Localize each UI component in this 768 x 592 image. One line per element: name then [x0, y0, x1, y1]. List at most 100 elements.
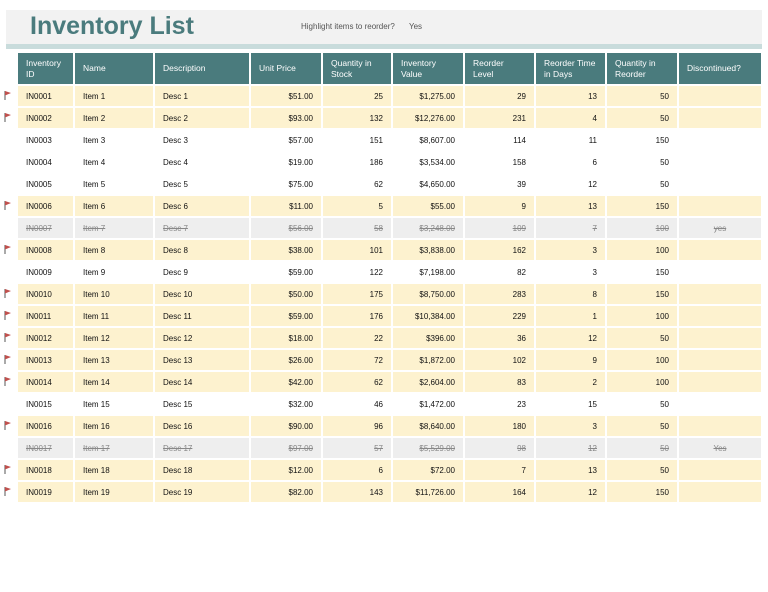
table-cell: Desc 5	[155, 174, 249, 196]
table-cell: 13	[536, 196, 605, 218]
flag-cell	[2, 438, 16, 460]
table-cell: 150	[607, 196, 677, 218]
table-cell: 50	[607, 152, 677, 174]
table-cell: IN0006	[18, 196, 73, 218]
table-row: IN0006 Item 6 Desc 6 $11.00 5 $55.00 9 13 150	[2, 196, 761, 218]
column-header[interactable]: Description	[155, 53, 249, 86]
table-cell: 15	[536, 394, 605, 416]
table-cell: Desc 13	[155, 350, 249, 372]
table-cell: Item 14	[75, 372, 153, 394]
table-cell: Item 4	[75, 152, 153, 174]
table-cell	[679, 86, 761, 108]
table-cell: Yes	[679, 438, 761, 460]
table-cell: 132	[323, 108, 391, 130]
table-cell: Desc 9	[155, 262, 249, 284]
flag-header	[2, 53, 16, 86]
table-cell: Item 2	[75, 108, 153, 130]
table-cell: Item 5	[75, 174, 153, 196]
column-header[interactable]: Reorder Time in Days	[536, 53, 605, 86]
table-cell	[679, 482, 761, 504]
table-cell: 100	[607, 240, 677, 262]
column-header[interactable]: Name	[75, 53, 153, 86]
table-cell: 12	[536, 438, 605, 460]
table-cell: Item 9	[75, 262, 153, 284]
flag-cell	[2, 284, 16, 306]
table-cell: $1,275.00	[393, 86, 463, 108]
table-cell: Desc 2	[155, 108, 249, 130]
table-cell: 50	[607, 108, 677, 130]
table-cell: Desc 3	[155, 130, 249, 152]
table-cell: IN0003	[18, 130, 73, 152]
flag-cell	[2, 152, 16, 174]
flag-cell	[2, 218, 16, 240]
table-row: IN0008 Item 8 Desc 8 $38.00 101 $3,838.00 162 3…	[2, 240, 761, 262]
table-cell: IN0014	[18, 372, 73, 394]
table-cell	[679, 130, 761, 152]
table-cell: 36	[465, 328, 534, 350]
column-header[interactable]: Inventory ID	[18, 53, 73, 86]
table-cell	[679, 416, 761, 438]
table-cell: $72.00	[393, 460, 463, 482]
column-header[interactable]: Unit Price	[251, 53, 321, 86]
column-header[interactable]: Reorder Level	[465, 53, 534, 86]
table-cell: 101	[323, 240, 391, 262]
table-cell: IN0008	[18, 240, 73, 262]
flag-cell	[2, 372, 16, 394]
column-header[interactable]: Discontinued?	[679, 53, 761, 86]
table-cell: $2,604.00	[393, 372, 463, 394]
table-cell	[679, 262, 761, 284]
table-cell: IN0017	[18, 438, 73, 460]
table-row: IN0013 Item 13 Desc 13 $26.00 72 $1,872.00 102…	[2, 350, 761, 372]
table-cell: 176	[323, 306, 391, 328]
table-cell	[679, 108, 761, 130]
table-row: IN0002 Item 2 Desc 2 $93.00 132 $12,276.00 231…	[2, 108, 761, 130]
column-header[interactable]: Quantity in Stock	[323, 53, 391, 86]
table-cell: 109	[465, 218, 534, 240]
table-cell: Item 7	[75, 218, 153, 240]
table-cell: 7	[536, 218, 605, 240]
table-cell: Desc 11	[155, 306, 249, 328]
table-cell: $75.00	[251, 174, 321, 196]
table-cell	[679, 394, 761, 416]
table-cell: $396.00	[393, 328, 463, 350]
table-cell: 62	[323, 372, 391, 394]
table-cell: 9	[465, 196, 534, 218]
table-cell: IN0018	[18, 460, 73, 482]
table-cell: Desc 17	[155, 438, 249, 460]
flag-icon	[4, 487, 11, 496]
table-cell: 231	[465, 108, 534, 130]
table-cell: 5	[323, 196, 391, 218]
table-cell: 22	[323, 328, 391, 350]
table-row: IN0019 Item 19 Desc 19 $82.00 143 $11,726.00 1…	[2, 482, 761, 504]
table-cell: $7,198.00	[393, 262, 463, 284]
table-cell: $26.00	[251, 350, 321, 372]
table-cell: $32.00	[251, 394, 321, 416]
table-cell: Desc 16	[155, 416, 249, 438]
column-header[interactable]: Inventory Value	[393, 53, 463, 86]
table-cell: IN0009	[18, 262, 73, 284]
table-cell: 50	[607, 86, 677, 108]
flag-icon	[4, 465, 11, 474]
table-cell: IN0016	[18, 416, 73, 438]
table-cell: 82	[465, 262, 534, 284]
table-cell: $12.00	[251, 460, 321, 482]
table-cell: 83	[465, 372, 534, 394]
table-cell: $19.00	[251, 152, 321, 174]
table-cell: IN0010	[18, 284, 73, 306]
column-header[interactable]: Quantity in Reorder	[607, 53, 677, 86]
table-cell	[679, 152, 761, 174]
flag-icon	[4, 421, 11, 430]
table-cell: 6	[536, 152, 605, 174]
table-cell: $56.00	[251, 218, 321, 240]
table-cell: $1,472.00	[393, 394, 463, 416]
highlight-value[interactable]: Yes	[409, 22, 423, 31]
table-cell: Item 15	[75, 394, 153, 416]
table-cell: IN0019	[18, 482, 73, 504]
title-band: Inventory List Highlight items to reorde…	[6, 10, 762, 49]
table-cell: 3	[536, 262, 605, 284]
table-cell: 100	[607, 350, 677, 372]
table-cell	[679, 460, 761, 482]
table-cell: 102	[465, 350, 534, 372]
table-cell: $57.00	[251, 130, 321, 152]
table-cell: $90.00	[251, 416, 321, 438]
